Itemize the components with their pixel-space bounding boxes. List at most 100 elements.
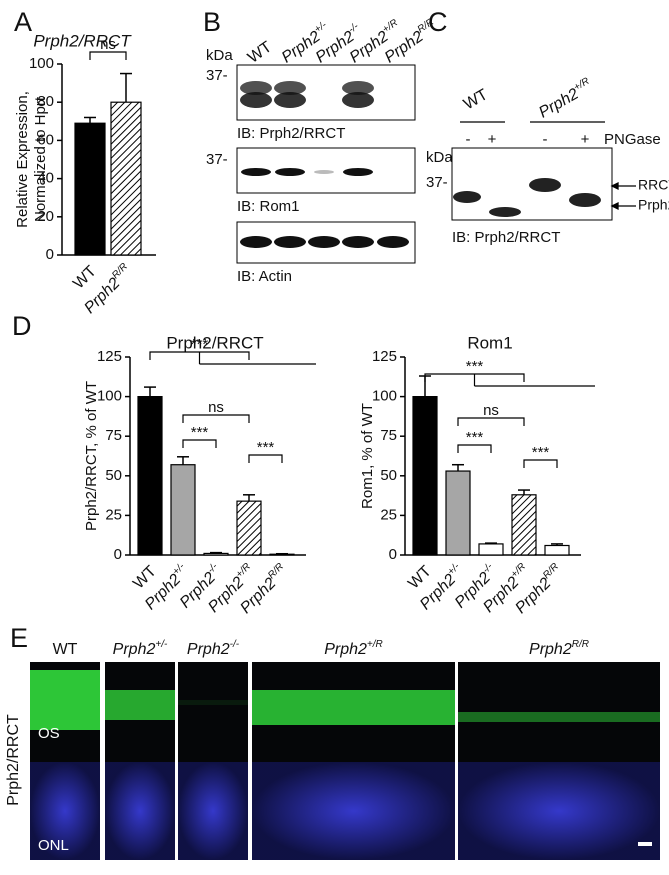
bar bbox=[445, 470, 471, 556]
y-tick-label: 60 bbox=[37, 131, 54, 148]
treatment: - bbox=[543, 131, 548, 148]
blot-band bbox=[342, 81, 374, 95]
chart-title: Prph2/RRCT bbox=[33, 31, 132, 50]
treatment: - bbox=[466, 131, 471, 148]
y-tick-label: 125 bbox=[372, 348, 397, 365]
onl-nuclei bbox=[30, 762, 100, 860]
image-label: WT bbox=[53, 641, 78, 658]
significance-bracket bbox=[523, 459, 558, 468]
arrow-label: Prph2 bbox=[638, 197, 669, 213]
annotation: *** bbox=[191, 424, 209, 441]
kda-label: kDa bbox=[206, 47, 233, 64]
arrow bbox=[610, 181, 636, 191]
os-signal bbox=[252, 690, 455, 725]
y-tick-label: 0 bbox=[46, 246, 54, 263]
marker-label: 37- bbox=[206, 67, 228, 84]
blot-band bbox=[342, 236, 374, 248]
panel-letter: C bbox=[428, 7, 448, 37]
image-label: Prph2+/R bbox=[324, 639, 383, 659]
y-tick-label: 25 bbox=[380, 506, 397, 523]
treatment: + bbox=[488, 131, 497, 148]
panel-letter: E bbox=[10, 623, 28, 653]
significance-bracket bbox=[457, 417, 525, 426]
bar bbox=[74, 122, 106, 256]
blot-caption: IB: Prph2/RRCT bbox=[452, 229, 560, 246]
y-tick-label: 100 bbox=[372, 388, 397, 405]
annotation: *** bbox=[257, 439, 275, 456]
blot-caption: IB: Prph2/RRCT bbox=[237, 125, 345, 142]
panel-letter: B bbox=[203, 7, 221, 37]
onl-nuclei bbox=[458, 762, 660, 860]
kda-label: kDa bbox=[426, 149, 453, 166]
os-signal bbox=[178, 700, 248, 705]
annotation: ns bbox=[208, 399, 224, 416]
y-tick-label: 50 bbox=[380, 467, 397, 484]
y-tick-label: 75 bbox=[380, 427, 397, 444]
panel-letter: A bbox=[14, 7, 32, 37]
os-signal bbox=[105, 690, 175, 720]
significance-bracket bbox=[457, 444, 492, 453]
image-label: Prph2R/R bbox=[529, 639, 589, 659]
blot-band bbox=[274, 92, 306, 108]
y-tick-label: 0 bbox=[114, 546, 122, 563]
onl-nuclei bbox=[178, 762, 248, 860]
blot-band bbox=[240, 92, 272, 108]
arrow-label: RRCT bbox=[638, 177, 669, 193]
blot-band bbox=[274, 236, 306, 248]
treatment-label: PNGase bbox=[604, 131, 661, 148]
blot-band bbox=[240, 81, 272, 95]
y-tick-label: 50 bbox=[105, 467, 122, 484]
blot-band bbox=[240, 236, 272, 248]
marker-label: 37- bbox=[426, 174, 448, 191]
significance-bracket bbox=[89, 51, 127, 60]
y-tick-label: 125 bbox=[97, 348, 122, 365]
group-label: Prph2+/R bbox=[535, 76, 596, 122]
blot-band bbox=[275, 168, 305, 176]
blot-caption: IB: Actin bbox=[237, 268, 292, 285]
panel-letter: D bbox=[12, 311, 32, 341]
bar bbox=[170, 464, 196, 556]
significance-bracket bbox=[182, 439, 217, 448]
blot-band bbox=[274, 81, 306, 95]
bar bbox=[236, 500, 262, 556]
chart-title: Rom1 bbox=[467, 333, 512, 352]
row-label: Prph2/RRCT bbox=[5, 714, 22, 806]
os-signal bbox=[30, 670, 100, 730]
y-tick-label: 100 bbox=[97, 388, 122, 405]
blot-band bbox=[569, 193, 601, 207]
bar bbox=[478, 543, 504, 556]
image-label: Prph2-/- bbox=[187, 639, 240, 659]
onl-nuclei bbox=[252, 762, 455, 860]
arrow bbox=[610, 201, 636, 211]
y-axis-label: Normalized to Hprt bbox=[32, 96, 49, 222]
y-tick-label: 40 bbox=[37, 170, 54, 187]
y-tick-label: 80 bbox=[37, 93, 54, 110]
bar bbox=[110, 101, 142, 256]
blot-band bbox=[529, 178, 561, 192]
y-axis-label: Rom1, % of WT bbox=[359, 403, 376, 509]
y-axis-label: Prph2/RRCT, % of WT bbox=[83, 381, 100, 531]
treatment: + bbox=[581, 131, 590, 148]
annotation: ns bbox=[483, 402, 499, 419]
blot-caption: IB: Rom1 bbox=[237, 198, 300, 215]
bar bbox=[269, 553, 295, 556]
y-tick-label: 75 bbox=[105, 427, 122, 444]
bar bbox=[544, 544, 570, 556]
annotation: ns bbox=[100, 36, 116, 53]
blot-band bbox=[308, 236, 340, 248]
blot bbox=[451, 147, 613, 221]
y-tick-label: 0 bbox=[389, 546, 397, 563]
bar bbox=[137, 396, 163, 556]
blot-band bbox=[377, 236, 409, 248]
annotation: *** bbox=[466, 358, 484, 375]
layer-label: OS bbox=[38, 725, 60, 742]
chart-title: Prph2/RRCT bbox=[166, 333, 263, 352]
annotation: *** bbox=[532, 444, 550, 461]
blot-band bbox=[343, 168, 373, 176]
y-tick-label: 100 bbox=[29, 55, 54, 72]
os-signal bbox=[458, 712, 660, 722]
bar bbox=[203, 552, 229, 556]
blot-band bbox=[241, 168, 271, 176]
annotation: *** bbox=[191, 336, 209, 353]
